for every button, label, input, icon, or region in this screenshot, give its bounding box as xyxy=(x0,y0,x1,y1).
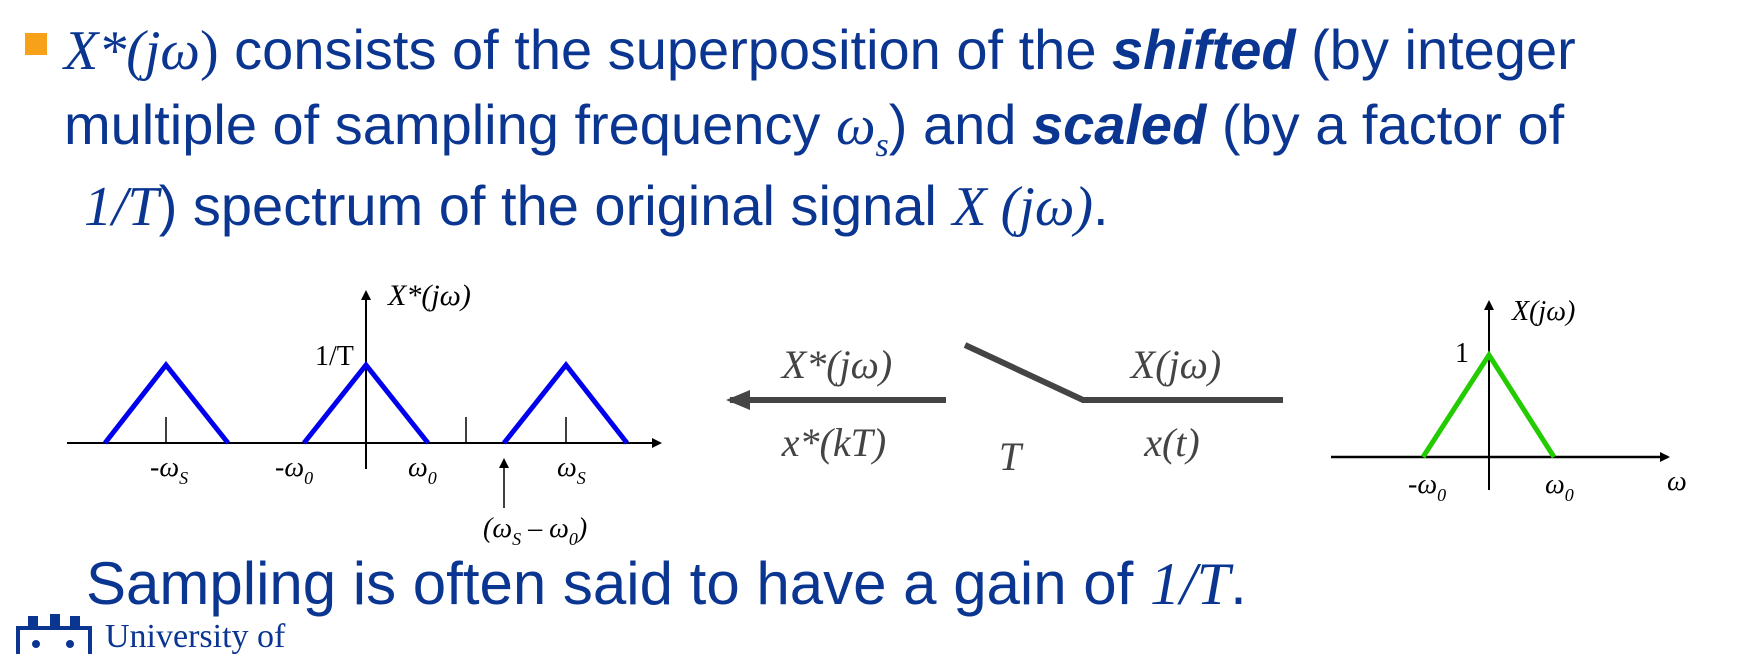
text: Sampling is often said to have a gain of xyxy=(86,550,1151,617)
tick-label-neg-w0: -ω0 xyxy=(275,452,313,488)
text: . xyxy=(1093,174,1109,237)
annotation-label: (ωS – ω0) xyxy=(483,513,587,549)
text-line-3: 1/T) spectrum of the original signal X (… xyxy=(84,176,1109,238)
spectrum-replica-center xyxy=(302,360,430,445)
footer-statement: Sampling is often said to have a gain of… xyxy=(86,551,1247,617)
math-one-over-t: 1/T xyxy=(84,176,159,238)
math-xstar: X*( xyxy=(64,20,145,82)
text: multiple of sampling frequency xyxy=(64,93,836,156)
right-plot: X(jω) 1 -ω0 ω0 ω xyxy=(1331,296,1687,505)
sampler-diagram: X*(jω) x*(kT) T X(jω) x(t) xyxy=(726,342,1283,479)
text: ) spectrum of the original signal xyxy=(158,174,953,237)
math-jw: jω xyxy=(144,20,200,82)
switch-icon xyxy=(963,342,1283,403)
text: consists of the superposition of the xyxy=(218,18,1113,81)
university-logo-text: University of xyxy=(105,618,286,655)
input-spectrum-label: X(jω) xyxy=(1129,342,1221,387)
peak-label: 1 xyxy=(1455,338,1469,369)
tick-label-neg-ws: -ωS xyxy=(150,452,188,488)
text: (by a factor of xyxy=(1206,93,1565,156)
math-one-over-t: 1/T xyxy=(1150,551,1231,617)
math-xjw: X (jω) xyxy=(952,176,1094,238)
sampling-period-label: T xyxy=(999,434,1024,479)
emphasis-scaled: scaled xyxy=(1031,93,1207,156)
text-line-2: multiple of sampling frequency ωs) and s… xyxy=(64,97,1564,163)
tick-label-w0: ω0 xyxy=(1545,469,1574,505)
university-logo-icon xyxy=(16,614,92,654)
input-signal-label: x(t) xyxy=(1143,420,1200,465)
text: (by integer xyxy=(1295,18,1576,81)
output-spectrum-label: X*(jω) xyxy=(780,342,892,387)
bullet-marker xyxy=(25,33,47,55)
original-spectrum xyxy=(1420,350,1557,459)
output-signal-label: x*(kT) xyxy=(781,420,886,465)
x-axis-label: ω xyxy=(1667,466,1687,497)
tick-label-w0: ω0 xyxy=(408,452,437,488)
emphasis-shifted: shifted xyxy=(1112,18,1296,81)
spectrum-replica-left xyxy=(103,360,230,445)
math-paren: ) xyxy=(199,20,219,82)
spectrum-replica-right xyxy=(502,360,629,445)
left-plot: X*(jω) 1/T -ωS -ω0 ω0 ωS (ωS – ω0) xyxy=(67,279,662,549)
text-line-1: X*(jω) consists of the superposition of … xyxy=(64,20,1576,82)
text: ) and xyxy=(888,93,1032,156)
tick-label-neg-w0: -ω0 xyxy=(1408,469,1446,505)
y-axis-label: X*(jω) xyxy=(387,279,471,312)
math-sub: s xyxy=(875,127,889,165)
y-axis-label: X(jω) xyxy=(1511,296,1575,327)
peak-label: 1/T xyxy=(315,341,354,372)
text: . xyxy=(1230,550,1247,617)
math-omega: ω xyxy=(835,95,876,157)
tick-label-ws: ωS xyxy=(557,452,586,488)
